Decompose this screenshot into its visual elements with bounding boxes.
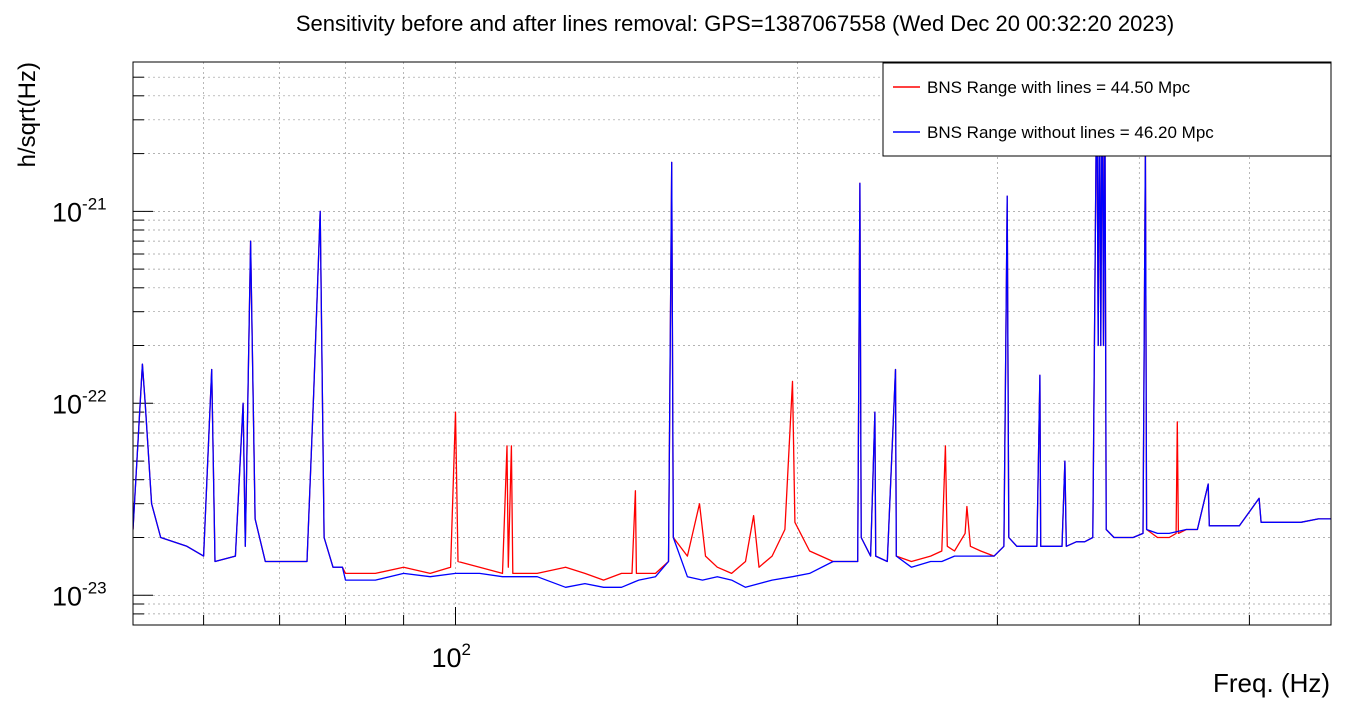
grid xyxy=(133,61,1331,625)
x-tick-labels: 102 xyxy=(432,640,472,673)
chart-title: Sensitivity before and after lines remov… xyxy=(296,11,1174,36)
x-tick-label: 102 xyxy=(432,640,472,673)
y-tick-label-exponent: -22 xyxy=(82,386,107,405)
y-tick-label: 10-22 xyxy=(52,386,107,419)
y-tick-label-base: 10 xyxy=(52,197,82,227)
x-tick-label-exponent: 2 xyxy=(462,640,471,659)
y-tick-label-exponent: -23 xyxy=(82,578,107,597)
y-tick-label: 10-21 xyxy=(52,194,107,227)
series-without-lines xyxy=(133,62,1331,588)
x-tick-label-base: 10 xyxy=(432,643,462,673)
y-tick-label: 10-23 xyxy=(52,578,107,611)
legend-label-without-lines: BNS Range without lines = 46.20 Mpc xyxy=(927,123,1214,142)
legend: BNS Range with lines = 44.50 Mpc BNS Ran… xyxy=(882,62,1332,157)
y-tick-label-base: 10 xyxy=(52,389,82,419)
y-axis-label: h/sqrt(Hz) xyxy=(14,62,41,167)
legend-label-with-lines: BNS Range with lines = 44.50 Mpc xyxy=(927,78,1191,97)
legend-box xyxy=(882,62,1332,157)
series-layer xyxy=(133,62,1331,588)
y-tick-label-exponent: -21 xyxy=(82,194,107,213)
plot-frame xyxy=(132,61,1332,626)
x-axis-label: Freq. (Hz) xyxy=(1213,668,1330,698)
y-tick-label-base: 10 xyxy=(52,581,82,611)
